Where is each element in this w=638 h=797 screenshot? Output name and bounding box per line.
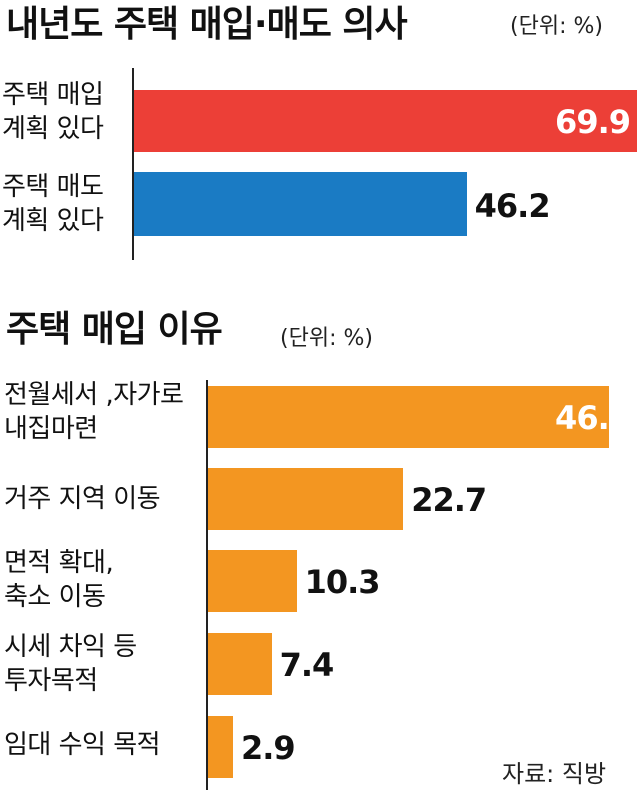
chart2-bar-2 <box>208 550 297 612</box>
chart1-title: 내년도 주택 매입·매도 의사 <box>6 4 408 45</box>
chart2-unit: (단위: %) <box>280 326 373 351</box>
chart1-label-1: 주택 매도 계획 있다 <box>2 172 104 236</box>
chart2-label-2: 면적 확대, 축소 이동 <box>4 548 114 612</box>
chart2-title: 주택 매입 이유 <box>6 309 223 350</box>
chart2-value-2: 10.3 <box>304 563 381 601</box>
chart2-axis <box>206 380 208 790</box>
chart1-label-0: 주택 매입 계획 있다 <box>2 80 104 144</box>
chart1-bar-1 <box>134 172 467 236</box>
chart1-unit: (단위: %) <box>510 14 603 39</box>
chart2-bar-3 <box>208 633 272 695</box>
chart2-value-3: 7.4 <box>279 646 335 684</box>
chart2-bar-4 <box>208 716 233 778</box>
chart1-value-1: 46.2 <box>474 187 551 225</box>
chart2-label-4: 임대 수익 목적 <box>4 730 161 760</box>
chart2-label-1: 거주 지역 이동 <box>4 484 161 514</box>
chart2-value-1: 22.7 <box>411 481 487 519</box>
chart1-bar-0 <box>134 90 638 152</box>
chart1-axis <box>132 68 134 260</box>
chart1-value-0: 69.9 <box>555 103 631 141</box>
chart2-bar-0 <box>208 386 609 448</box>
chart2-label-0: 전월세서 ,자가로 내집마련 <box>4 380 184 444</box>
source-note: 자료: 직방 <box>502 760 607 788</box>
chart2-label-3: 시세 차익 등 투자목적 <box>4 632 137 696</box>
chart2-bar-1 <box>208 468 404 530</box>
chart2-value-0: 46.6 <box>555 399 631 437</box>
chart2-value-4: 2.9 <box>240 729 296 767</box>
